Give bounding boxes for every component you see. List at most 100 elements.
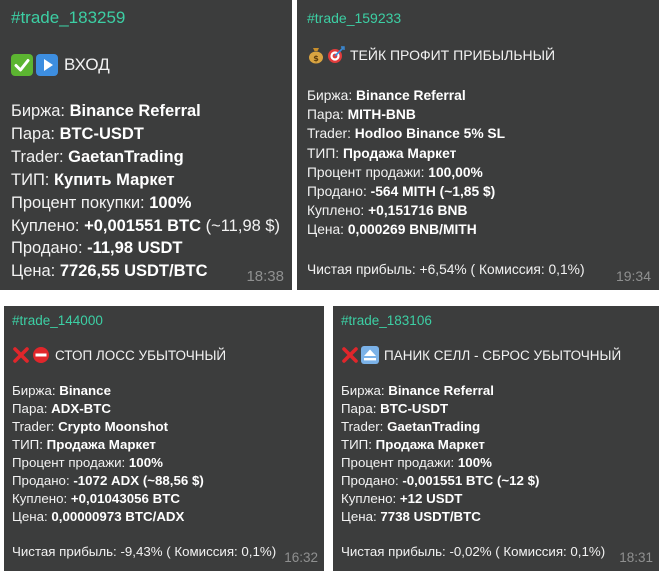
detail-row: Пара: ADX-BTC <box>12 400 204 418</box>
detail-row: Процент покупки: 100% <box>11 192 280 215</box>
message-timestamp: 18:31 <box>619 550 653 565</box>
detail-label: Пара: <box>12 401 52 416</box>
detail-row: Пара: BTC-USDT <box>341 400 539 418</box>
detail-label: Пара: <box>341 401 381 416</box>
trade-message-card: #trade_183259 ВХОД Биржа: Binance Referr… <box>0 0 292 290</box>
detail-value: Binance Referral <box>388 383 494 398</box>
detail-label: Куплено: <box>11 216 85 235</box>
detail-value: 7738 USDT/BTC <box>380 509 481 524</box>
detail-value: +0,01043056 BTC <box>70 491 180 506</box>
detail-row: Процент продажи: 100% <box>341 454 539 472</box>
message-title: СТОП ЛОСС УБЫТОЧНЫЙ <box>55 347 227 363</box>
detail-label: ТИП: <box>341 437 376 452</box>
detail-row: ТИП: Купить Маркет <box>11 169 280 192</box>
detail-value: +0,001551 BTC <box>84 216 202 235</box>
detail-value: 100% <box>149 193 192 212</box>
detail-row: Цена: 0,000269 BNB/MITH <box>307 220 505 239</box>
detail-row: Куплено: +0,001551 BTC (~11,98 $) <box>11 215 280 238</box>
detail-row: ТИП: Продажа Маркет <box>307 144 505 163</box>
detail-value: Hodloo Binance 5% SL <box>354 126 506 142</box>
detail-row: Куплено: +12 USDT <box>341 490 539 508</box>
trade-details: Биржа: Binance Referral Пара: BTC-USDT T… <box>11 100 280 283</box>
detail-label: Биржа: <box>11 102 70 120</box>
money-bag-icon: $ <box>307 46 325 64</box>
detail-value: 0,00000973 BTC/ADX <box>51 509 185 524</box>
message-header: СТОП ЛОСС УБЫТОЧНЫЙ <box>12 346 226 364</box>
detail-row: Пара: MITH-BNB <box>307 105 505 124</box>
detail-value: Binance <box>59 383 111 398</box>
detail-value: GaetanTrading <box>387 419 481 434</box>
detail-value: -0,001551 BTC (~12 $) <box>402 473 540 488</box>
play-icon <box>36 54 58 76</box>
detail-label: Куплено: <box>341 491 400 506</box>
detail-label: Цена: <box>11 262 60 281</box>
message-timestamp: 18:38 <box>246 268 284 285</box>
detail-row: Процент продажи: 100,00% <box>307 163 505 182</box>
detail-row: Цена: 7738 USDT/BTC <box>341 508 539 526</box>
trade-hashtag-link[interactable]: #trade_144000 <box>12 313 103 328</box>
detail-row: Trader: GaetanTrading <box>341 418 539 436</box>
trade-details: Биржа: Binance Referral Пара: MITH-BNB T… <box>307 86 505 240</box>
trade-hashtag-link[interactable]: #trade_159233 <box>307 10 402 26</box>
detail-value: 0,000269 BNB/MITH <box>347 222 477 238</box>
message-header: ПАНИК СЕЛЛ - СБРОС УБЫТОЧНЫЙ <box>341 346 621 364</box>
message-header: $ ТЕЙК ПРОФИТ ПРИБЫЛЬНЫЙ <box>307 46 555 64</box>
no-entry-icon <box>32 346 50 364</box>
detail-label: (~11,98 $) <box>201 216 281 235</box>
detail-value: BTC-USDT <box>59 124 144 143</box>
detail-value: 100,00% <box>428 164 483 180</box>
detail-value: -1072 ADX (~88,56 $) <box>73 473 204 488</box>
message-title: ПАНИК СЕЛЛ - СБРОС УБЫТОЧНЫЙ <box>384 347 622 363</box>
detail-value: GaetanTrading <box>68 147 184 166</box>
detail-label: Биржа: <box>307 88 357 103</box>
detail-label: ТИП: <box>11 170 54 189</box>
detail-row: Биржа: Binance Referral <box>341 382 539 400</box>
detail-value: Продажа Маркет <box>342 145 457 161</box>
trade-hashtag-link[interactable]: #trade_183259 <box>11 8 126 27</box>
detail-row: Trader: GaetanTrading <box>11 146 280 169</box>
detail-label: Trader: <box>11 147 69 166</box>
trade-details: Биржа: Binance Referral Пара: BTC-USDT T… <box>341 382 539 526</box>
detail-label: Процент покупки: <box>11 193 150 212</box>
trade-message-card: #trade_159233 $ ТЕЙК ПРОФИТ ПРИБЫЛЬНЫЙ Б… <box>297 0 659 290</box>
trade-message-card: #trade_144000 СТОП ЛОСС УБЫТОЧНЫЙ Биржа:… <box>4 306 324 571</box>
trade-hashtag-link[interactable]: #trade_183106 <box>341 313 432 328</box>
detail-value: -564 MITH (~1,85 $) <box>370 184 496 200</box>
cross-mark-icon <box>12 346 30 364</box>
cross-mark-icon <box>341 346 359 364</box>
detail-label: Биржа: <box>341 383 389 398</box>
detail-row: Продано: -564 MITH (~1,85 $) <box>307 182 505 201</box>
detail-value: Купить Маркет <box>53 170 175 189</box>
detail-row: Цена: 7726,55 USDT/BTC <box>11 260 280 283</box>
eject-icon <box>361 346 379 364</box>
detail-value: Crypto Moonshot <box>58 419 169 434</box>
net-profit-line: Чистая прибыль: -9,43% ( Комиссия: 0,1%) <box>12 544 277 559</box>
message-title: ТЕЙК ПРОФИТ ПРИБЫЛЬНЫЙ <box>350 47 556 63</box>
detail-row: Пара: BTC-USDT <box>11 123 280 146</box>
detail-row: Биржа: Binance Referral <box>307 86 505 105</box>
detail-row: Биржа: Binance <box>12 382 204 400</box>
detail-row: Trader: Crypto Moonshot <box>12 418 204 436</box>
detail-row: Куплено: +0,01043056 BTC <box>12 490 204 508</box>
detail-label: Куплено: <box>12 491 71 506</box>
detail-label: ТИП: <box>307 145 343 161</box>
detail-row: Процент продажи: 100% <box>12 454 204 472</box>
detail-label: Продано: <box>12 473 74 488</box>
net-profit-line: Чистая прибыль: +6,54% ( Комиссия: 0,1%) <box>307 262 585 277</box>
check-mark-icon <box>11 54 33 76</box>
message-timestamp: 16:32 <box>284 550 318 565</box>
detail-label: Trader: <box>12 419 59 434</box>
detail-row: Продано: -11,98 USDT <box>11 237 280 260</box>
detail-value: 100% <box>128 455 163 470</box>
detail-row: Продано: -1072 ADX (~88,56 $) <box>12 472 204 490</box>
detail-label: Цена: <box>307 222 348 238</box>
svg-text:$: $ <box>313 54 319 63</box>
detail-label: Цена: <box>341 509 381 524</box>
detail-label: Продано: <box>11 239 88 258</box>
detail-value: Продажа Маркет <box>46 437 156 452</box>
detail-value: Продажа Маркет <box>375 437 485 452</box>
message-title: ВХОД <box>64 55 110 74</box>
detail-value: +12 USDT <box>399 491 463 506</box>
detail-row: Куплено: +0,151716 BNB <box>307 201 505 220</box>
detail-label: Продано: <box>341 473 403 488</box>
